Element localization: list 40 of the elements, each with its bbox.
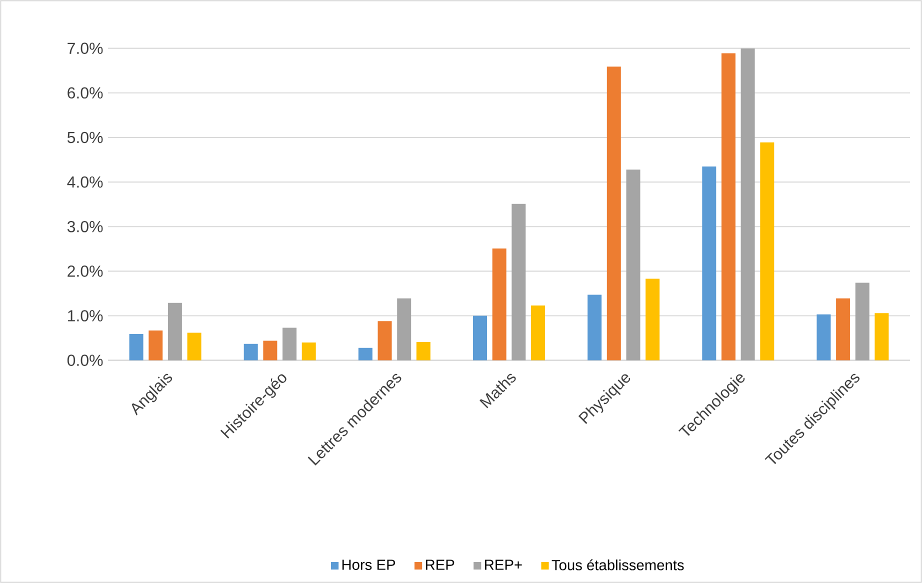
bar bbox=[646, 278, 660, 360]
bar bbox=[740, 48, 755, 360]
bar bbox=[492, 248, 506, 360]
y-tick-label: 2.0% bbox=[68, 266, 103, 277]
legend-label: REP+ bbox=[485, 560, 522, 570]
bar bbox=[358, 348, 372, 360]
y-tick-label: 3.0% bbox=[67, 220, 103, 232]
bar bbox=[282, 328, 297, 360]
y-tick-label: 0.0% bbox=[67, 354, 103, 366]
bar bbox=[302, 342, 316, 360]
bar bbox=[378, 321, 392, 360]
bar bbox=[473, 316, 488, 360]
bar bbox=[187, 332, 202, 360]
bar bbox=[855, 282, 870, 360]
bar bbox=[874, 313, 889, 360]
bar bbox=[721, 53, 736, 360]
bar bbox=[702, 166, 716, 360]
bar bbox=[129, 334, 144, 360]
y-tick-label: 7.0% bbox=[68, 42, 103, 54]
bar bbox=[606, 66, 621, 360]
bar bbox=[168, 302, 182, 360]
legend-label: REP bbox=[426, 560, 454, 570]
bar bbox=[760, 142, 774, 360]
y-tick-label: 4.0% bbox=[67, 176, 103, 188]
legend-label: Tous établissements bbox=[552, 559, 684, 570]
bar bbox=[263, 340, 278, 360]
bar bbox=[816, 314, 831, 360]
bar bbox=[244, 344, 258, 360]
bar bbox=[416, 342, 430, 360]
bar bbox=[836, 298, 850, 360]
legend-label: Hors EP bbox=[342, 560, 396, 570]
y-tick-label: 1.0% bbox=[68, 310, 103, 322]
bar bbox=[626, 170, 640, 360]
bar bbox=[512, 204, 526, 360]
bar bbox=[397, 298, 412, 360]
bar bbox=[588, 294, 602, 360]
y-tick-label: 6.0% bbox=[68, 87, 103, 99]
bar bbox=[148, 330, 163, 360]
bar bbox=[531, 306, 545, 360]
y-tick-label: 5.0% bbox=[67, 132, 103, 144]
